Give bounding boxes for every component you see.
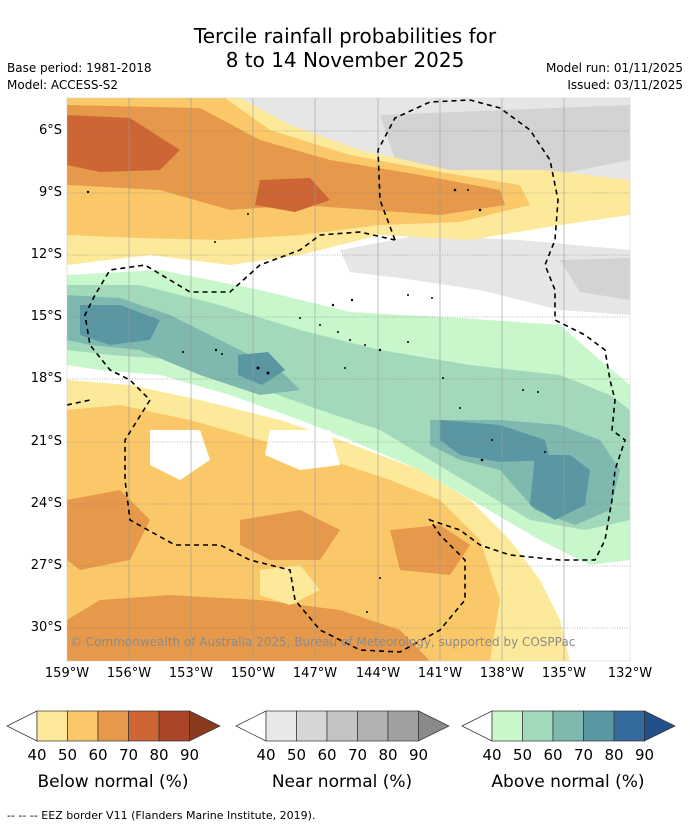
issued-date: Issued: 03/11/2025 <box>567 78 683 92</box>
white-region <box>265 430 340 470</box>
legend-near-tick: 90 <box>408 746 429 764</box>
lat-label: 6°S <box>38 123 62 138</box>
legend-near-swatch-0 <box>235 710 267 742</box>
legend-below-tick: 60 <box>88 746 108 764</box>
eez-footnote: -- -- -- EEZ border V11 (Flanders Marine… <box>7 809 316 822</box>
lon-label: 144°W <box>355 666 401 681</box>
below-normal-region-70 <box>67 115 180 172</box>
below-normal-region-60 <box>67 595 430 661</box>
lon-label: 156°W <box>106 666 152 681</box>
legend-below-swatch-1 <box>36 710 68 742</box>
below-normal-region-60 <box>67 105 505 215</box>
legend-below-tick: 90 <box>179 746 200 764</box>
above-normal-region-70 <box>80 305 160 345</box>
eez-border <box>67 99 626 653</box>
title-line-1: Tercile rainfall probabilities for <box>193 24 497 48</box>
legend-above-tick: 80 <box>604 746 624 764</box>
legend-near-swatch-2 <box>296 710 328 742</box>
legend-below-swatch-2 <box>67 710 99 742</box>
legend-near-tick: 60 <box>317 746 337 764</box>
legend-below-swatch-6 <box>189 710 221 742</box>
below-normal-region-40 <box>260 565 320 605</box>
legend-near-tick: 50 <box>286 746 307 764</box>
meridians <box>128 98 565 661</box>
legend-above-tick: 40 <box>482 746 502 764</box>
legend-above-tick: 90 <box>634 746 655 764</box>
lat-label: 12°S <box>30 247 62 262</box>
lat-label: 30°S <box>30 620 62 635</box>
lon-label: 141°W <box>417 666 463 681</box>
legend-below-swatch-5 <box>158 710 190 742</box>
legend-below-swatch-4 <box>128 710 160 742</box>
legend-below-swatch-0 <box>6 710 38 742</box>
legend-below-title: Below normal (%) <box>37 772 189 792</box>
white-region <box>150 430 210 480</box>
copyright-text: © Commonwealth of Australia 2025, Bureau… <box>70 635 575 649</box>
lat-label: 18°S <box>30 371 62 386</box>
legend-near-swatch-5 <box>387 710 419 742</box>
above-normal-region-70 <box>440 420 550 462</box>
lon-label: 138°W <box>479 666 525 681</box>
legend-above-swatch-1 <box>491 710 523 742</box>
legend-above-swatch-0 <box>461 710 493 742</box>
lat-label: 24°S <box>30 496 62 511</box>
legend-below-tick: 70 <box>118 746 139 764</box>
legend-above-tick: 50 <box>512 746 533 764</box>
legend-above-title: Above normal (%) <box>491 772 645 792</box>
legend-below-tick: 40 <box>27 746 47 764</box>
legend-near-tick: 80 <box>378 746 398 764</box>
legend-near <box>235 710 450 742</box>
legend-above-swatch-2 <box>522 710 554 742</box>
lat-label: 15°S <box>30 309 62 324</box>
legend-above-tick: 70 <box>573 746 594 764</box>
legend-near-tick: 40 <box>256 746 276 764</box>
lon-label: 147°W <box>292 666 338 681</box>
legend-below-tick: 50 <box>57 746 78 764</box>
legend-near-swatch-1 <box>265 710 297 742</box>
legend-above-swatch-5 <box>613 710 645 742</box>
near-normal-region-strong <box>560 258 630 300</box>
legend-above-swatch-3 <box>552 710 584 742</box>
near-normal-region-strong <box>380 105 630 185</box>
legend-above-swatch-4 <box>583 710 615 742</box>
legend-above <box>461 710 676 742</box>
legend-above-tick: 60 <box>543 746 563 764</box>
probability-map: © Commonwealth of Australia 2025, Bureau… <box>67 98 630 661</box>
legend-near-title: Near normal (%) <box>271 772 413 792</box>
lon-label: 159°W <box>44 666 90 681</box>
legend-near-swatch-6 <box>418 710 450 742</box>
legend-near-swatch-4 <box>357 710 389 742</box>
lat-label: 27°S <box>30 558 62 573</box>
base-period: Base period: 1981-2018 <box>7 61 152 75</box>
above-normal-region-70 <box>238 352 285 385</box>
islands <box>86 188 546 613</box>
lat-label: 21°S <box>30 434 62 449</box>
legend-above-swatch-6 <box>644 710 676 742</box>
legend-below-swatch-3 <box>97 710 129 742</box>
lon-label: 132°W <box>607 666 653 681</box>
legend-near-swatch-3 <box>326 710 358 742</box>
model-run: Model run: 01/11/2025 <box>545 61 683 75</box>
legend-near-tick: 70 <box>347 746 368 764</box>
lon-label: 150°W <box>230 666 276 681</box>
lon-label: 135°W <box>541 666 587 681</box>
legend-below <box>6 710 221 742</box>
below-normal-region-70 <box>255 178 330 212</box>
map-frame <box>66 97 631 662</box>
lat-label: 9°S <box>38 185 62 200</box>
title-line-2: 8 to 14 November 2025 <box>225 48 465 72</box>
model-name: Model: ACCESS-S2 <box>7 78 119 92</box>
below-normal-region-60 <box>390 525 470 575</box>
legend-below-tick: 80 <box>149 746 169 764</box>
lon-label: 153°W <box>168 666 214 681</box>
